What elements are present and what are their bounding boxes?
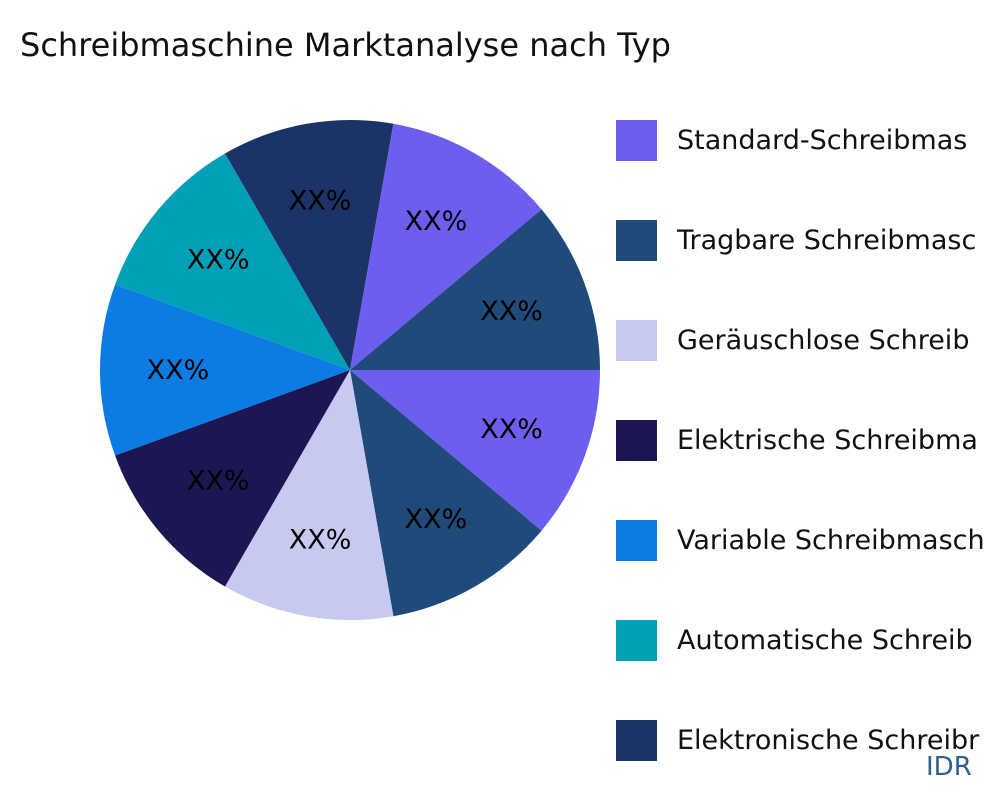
legend-label: Automatische Schreib [677, 624, 973, 656]
pie-slice[interactable] [99, 284, 350, 456]
legend-item[interactable]: Geräuschlose Schreib [616, 319, 969, 361]
legend-item[interactable]: Elektronische Schreibr [616, 719, 979, 761]
legend-label: Elektronische Schreibr [677, 724, 980, 756]
slice-label: XX% [187, 244, 250, 275]
slice-label: XX% [480, 296, 543, 327]
pie-slice[interactable] [115, 153, 350, 370]
pie-slice[interactable] [225, 370, 394, 621]
legend-label: Geräuschlose Schreib [677, 324, 970, 356]
pie-slice[interactable] [350, 370, 600, 531]
slice-label: XX% [405, 504, 468, 535]
legend-swatch [616, 419, 657, 461]
legend-swatch [616, 619, 657, 661]
pie-slice[interactable] [350, 370, 542, 617]
slice-label: XX% [187, 466, 250, 497]
pie-slice[interactable] [225, 120, 394, 371]
legend-label: Elektrische Schreibma [677, 424, 978, 456]
chart-title: Schreibmaschine Marktanalyse nach Typ [20, 26, 671, 64]
legend-item[interactable]: Elektrische Schreibma [616, 419, 978, 461]
legend-label: Standard-Schreibmas [677, 124, 968, 156]
brand-watermark: IDR [926, 752, 972, 782]
legend-swatch [616, 219, 657, 261]
legend-item[interactable]: Standard-Schreibmas [616, 119, 967, 161]
pie-slice[interactable] [350, 209, 600, 370]
pie-slice[interactable] [115, 370, 350, 587]
slice-label: XX% [405, 206, 468, 237]
legend-item[interactable]: Variable Schreibmasch [616, 519, 985, 561]
pie-slice[interactable] [350, 123, 542, 370]
legend-label: Variable Schreibmasch [677, 524, 985, 556]
legend-swatch [616, 319, 657, 361]
legend-swatch [616, 719, 657, 761]
slice-label: XX% [289, 186, 352, 217]
legend-item[interactable]: Tragbare Schreibmasc [616, 219, 976, 261]
legend-swatch [616, 119, 657, 161]
slice-label: XX% [289, 524, 352, 555]
legend-swatch [616, 519, 657, 561]
legend-label: Tragbare Schreibmasc [677, 224, 977, 256]
legend-item[interactable]: Automatische Schreib [616, 619, 973, 661]
slice-label: XX% [147, 355, 210, 386]
slice-label: XX% [480, 414, 543, 445]
